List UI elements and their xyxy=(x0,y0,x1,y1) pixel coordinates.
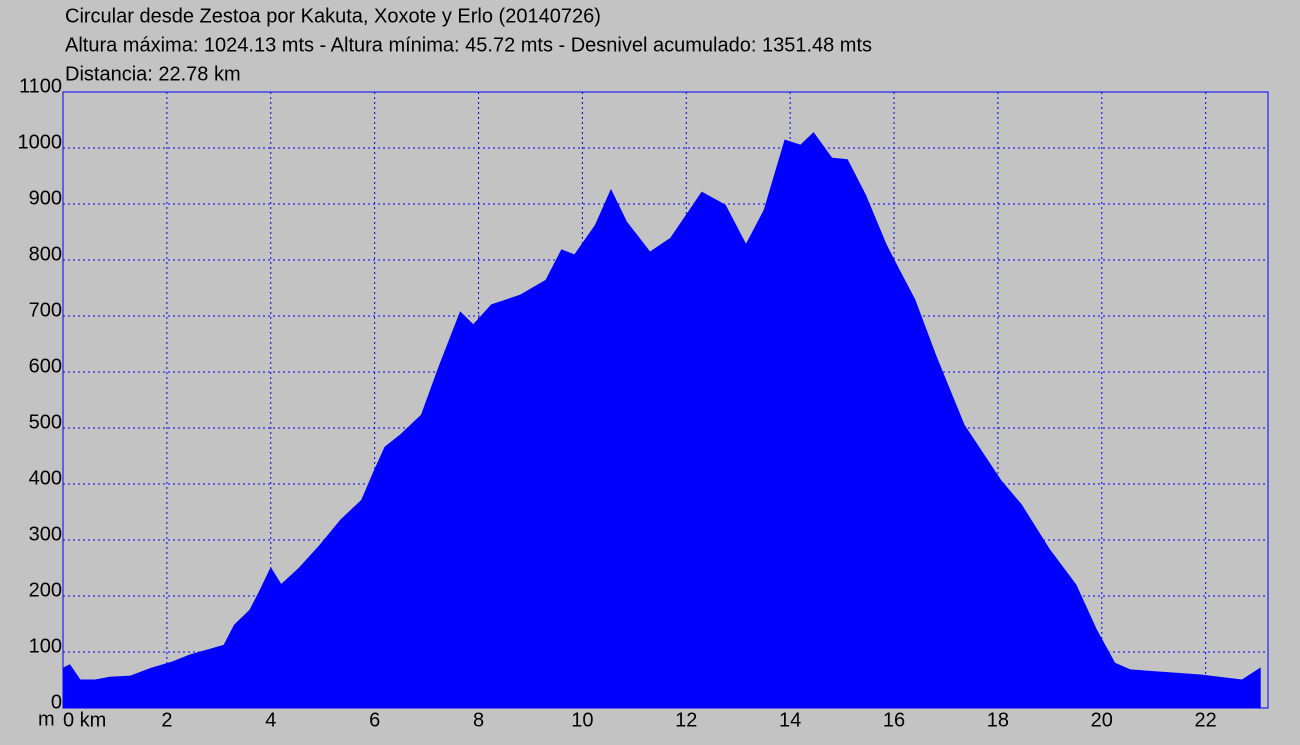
y-tick-label: 500 xyxy=(29,411,62,433)
y-tick-label: 700 xyxy=(29,299,62,321)
x-tick-label: 4 xyxy=(265,709,276,731)
y-axis-label: m xyxy=(38,708,55,730)
x-tick-label: 8 xyxy=(473,709,484,731)
x-tick-label: 20 xyxy=(1091,709,1113,731)
x-tick-label: 18 xyxy=(987,709,1009,731)
x-tick-label: 12 xyxy=(675,709,697,731)
x-tick-label: 6 xyxy=(369,709,380,731)
x-tick-label: 10 xyxy=(571,709,593,731)
y-tick-label: 100 xyxy=(29,635,62,657)
elevation-area xyxy=(62,132,1261,709)
y-tick-label: 200 xyxy=(29,579,62,601)
chart-title: Circular desde Zestoa por Kakuta, Xoxote… xyxy=(65,5,601,27)
y-tick-label: 1000 xyxy=(18,131,63,153)
y-tick-label: 300 xyxy=(29,523,62,545)
y-tick-label: 800 xyxy=(29,243,62,265)
x-tick-label: 14 xyxy=(779,709,801,731)
plot-border xyxy=(62,91,1269,709)
y-tick-label: 0 xyxy=(51,691,62,713)
x-tick-label: 16 xyxy=(883,709,905,731)
chart-subtitle: Altura máxima: 1024.13 mts - Altura míni… xyxy=(65,34,872,56)
x-tick-label: 0 km xyxy=(63,709,106,731)
y-tick-label: 1100 xyxy=(19,75,62,97)
y-tick-label: 900 xyxy=(29,187,62,209)
chart-note: Distancia: 22.78 km xyxy=(65,63,241,85)
x-tick-label: 2 xyxy=(161,709,172,731)
y-tick-label: 400 xyxy=(29,467,62,489)
y-tick-label: 600 xyxy=(29,355,62,377)
x-tick-label: 22 xyxy=(1195,709,1217,731)
